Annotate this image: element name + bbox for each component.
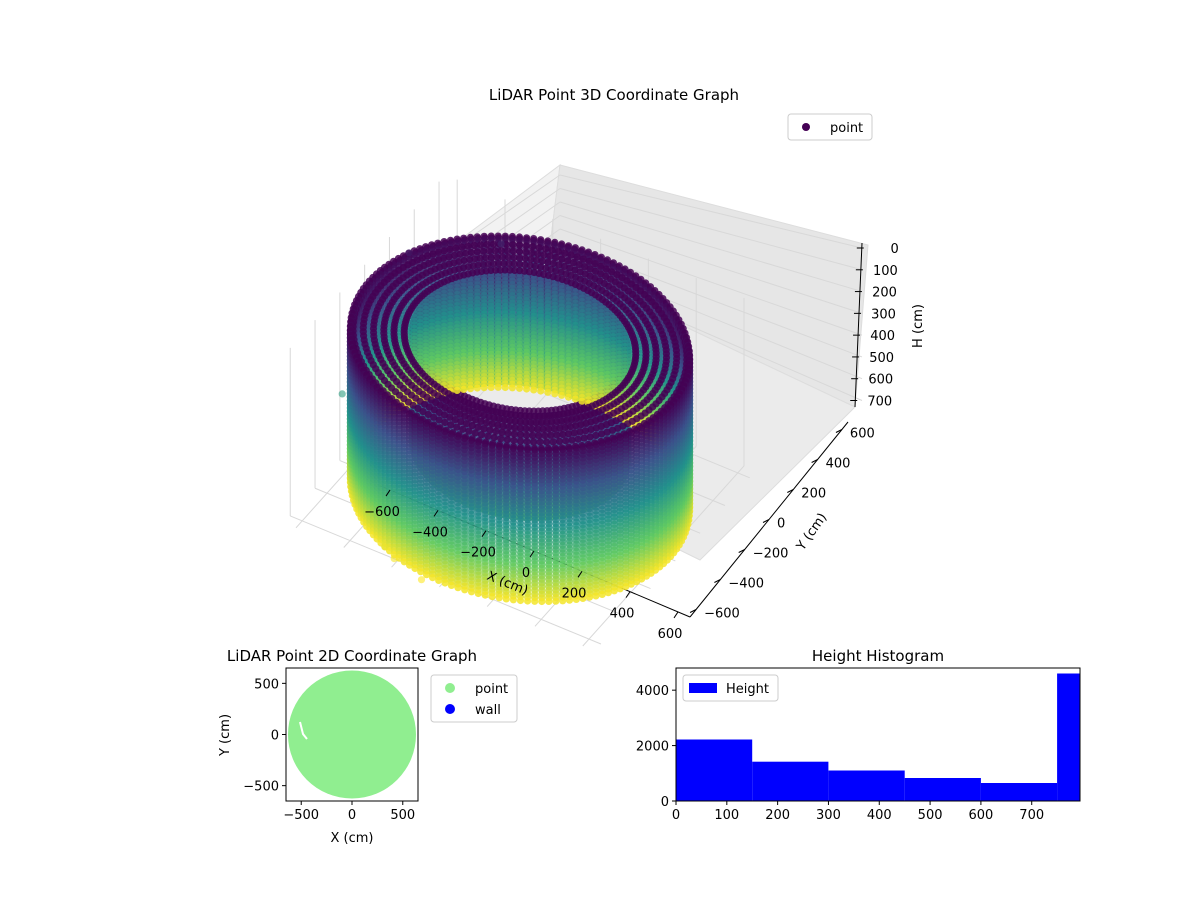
- point-3d: [528, 249, 536, 257]
- point-3d: [473, 384, 481, 392]
- point-3d: [494, 383, 502, 391]
- chart-3d-title: LiDAR Point 3D Coordinate Graph: [489, 86, 739, 104]
- z-axis-line: [854, 242, 863, 408]
- point-3d: [470, 241, 478, 249]
- point-3d: [546, 252, 554, 260]
- point-3d: [464, 242, 472, 250]
- point-3d: [509, 241, 517, 249]
- point-3d: [515, 384, 524, 392]
- point-3d: [477, 241, 485, 249]
- point-3d: [489, 240, 497, 248]
- point-3d: [530, 386, 538, 394]
- grid-back-h-3: [559, 215, 863, 314]
- point-3d: [509, 247, 517, 255]
- point-3d: [458, 243, 466, 251]
- point-3d: [515, 247, 524, 256]
- point-3d: [508, 384, 516, 392]
- chart-3d: LiDAR Point 3D Coordinate Graph −600−400…: [289, 86, 926, 647]
- point-3d: [523, 385, 531, 393]
- point-3d: [551, 390, 559, 398]
- point-3d: [540, 251, 548, 259]
- point-3d: [571, 395, 579, 403]
- grid-back-h-2: [559, 201, 863, 293]
- point-3d: [558, 391, 566, 399]
- point-cloud: [338, 232, 694, 606]
- point-3d: [544, 388, 552, 396]
- point-3d: [535, 244, 543, 252]
- point-3d: [487, 383, 495, 391]
- point-3d: [522, 242, 530, 250]
- point-3d: [515, 241, 524, 249]
- point-3d: [522, 248, 530, 256]
- point-3d: [453, 386, 461, 394]
- point-3d: [542, 245, 550, 253]
- point-3d: [534, 250, 542, 258]
- grid-back-h-0: [559, 174, 863, 249]
- point-3d: [466, 385, 475, 393]
- point-3d: [537, 387, 545, 395]
- point-3d: [460, 385, 468, 393]
- point-3d: [501, 383, 509, 392]
- point-3d: [529, 243, 537, 251]
- point-3d: [483, 240, 491, 249]
- grid-back-h-1: [559, 188, 863, 271]
- point-3d: [480, 384, 488, 392]
- point-3d: [564, 393, 573, 401]
- grid-back-h-4: [559, 228, 863, 336]
- point-3d: [578, 397, 586, 405]
